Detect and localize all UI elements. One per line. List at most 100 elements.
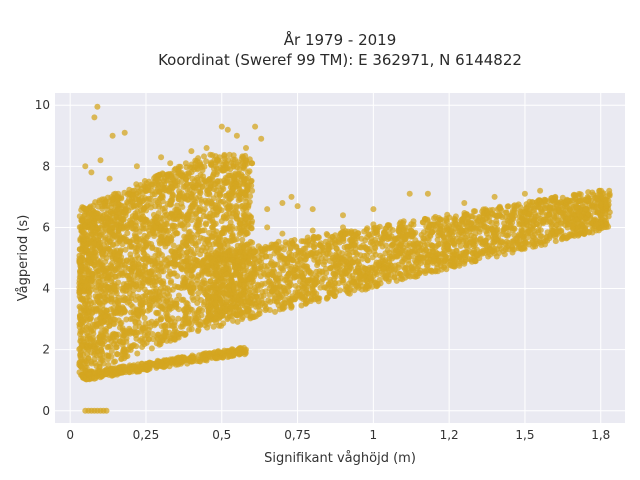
scatter-point <box>336 239 343 246</box>
scatter-point <box>156 171 163 178</box>
scatter-point <box>244 293 250 300</box>
scatter-point <box>425 224 432 231</box>
scatter-point <box>486 245 493 252</box>
scatter-point <box>337 287 343 294</box>
scatter-point <box>124 329 131 336</box>
scatter-point <box>222 306 229 313</box>
scatter-point <box>230 152 237 159</box>
scatter-point <box>211 221 218 228</box>
scatter-point <box>144 202 151 209</box>
scatter-point <box>493 218 500 225</box>
scatter-point <box>114 193 121 200</box>
scatter-point <box>437 254 444 260</box>
scatter-point <box>81 230 88 237</box>
scatter-point <box>208 287 215 294</box>
scatter-point <box>372 245 379 252</box>
scatter-point <box>142 216 148 223</box>
scatter-point <box>232 208 239 215</box>
scatter-point <box>111 321 117 328</box>
scatter-point <box>331 256 338 263</box>
scatter-point <box>397 224 404 230</box>
scatter-point <box>173 173 180 180</box>
scatter-point <box>189 240 196 247</box>
scatter-point <box>264 263 271 269</box>
scatter-point <box>181 332 188 338</box>
scatter-point <box>227 219 234 226</box>
scatter-point <box>191 184 198 191</box>
scatter-point <box>167 260 174 267</box>
scatter-point <box>255 282 262 289</box>
scatter-point <box>231 310 238 317</box>
scatter-point <box>263 253 270 260</box>
scatter-point <box>98 331 105 338</box>
scatter-point <box>167 184 174 191</box>
scatter-point <box>178 178 185 185</box>
scatter-point <box>420 229 427 236</box>
scatter-point <box>204 294 211 301</box>
scatter-point <box>160 301 167 308</box>
scatter-point <box>145 336 152 343</box>
scatter-point <box>103 352 110 359</box>
scatter-point <box>294 292 301 299</box>
scatter-point <box>256 298 262 305</box>
scatter-point <box>152 260 159 267</box>
scatter-point <box>479 250 486 257</box>
scatter-point <box>343 263 350 270</box>
scatter-point <box>132 332 139 339</box>
scatter-point <box>310 290 317 297</box>
scatter-point <box>419 246 425 252</box>
scatter-point <box>292 266 299 273</box>
scatter-point <box>545 198 552 205</box>
scatter-point <box>500 226 507 233</box>
scatter-point <box>197 251 204 258</box>
scatter-point <box>204 324 211 331</box>
scatter-point <box>521 245 528 252</box>
scatter-point <box>204 191 211 197</box>
scatter-point <box>462 220 469 227</box>
scatter-point <box>227 252 234 259</box>
scatter-point <box>260 270 267 276</box>
scatter-point <box>142 324 149 331</box>
scatter-point <box>554 228 561 235</box>
scatter-point <box>223 286 230 293</box>
scatter-point <box>346 290 353 297</box>
scatter-point <box>321 284 328 291</box>
scatter-point <box>110 359 117 365</box>
scatter-point <box>209 152 216 159</box>
scatter-point <box>221 153 228 159</box>
scatter-point <box>222 193 229 199</box>
scatter-point <box>442 253 449 260</box>
scatter-point <box>240 263 247 270</box>
scatter-point <box>313 296 320 302</box>
scatter-point <box>358 283 365 290</box>
scatter-point <box>208 233 215 239</box>
scatter-point <box>92 199 99 206</box>
scatter-point <box>222 236 228 243</box>
scatter-point <box>115 317 122 324</box>
scatter-point <box>203 221 209 228</box>
scatter-point <box>249 266 256 273</box>
scatter-point <box>468 213 475 220</box>
scatter-point <box>265 272 272 278</box>
scatter-point <box>356 270 363 277</box>
scatter-point <box>198 297 204 303</box>
scatter-point <box>480 210 487 217</box>
scatter-point <box>171 332 178 339</box>
scatter-point <box>230 317 236 324</box>
scatter-point <box>170 242 177 249</box>
scatter-point <box>222 265 229 272</box>
scatter-point <box>149 331 156 337</box>
scatter-point <box>204 318 210 324</box>
scatter-point <box>210 323 217 330</box>
scatter-point <box>472 258 479 265</box>
scatter-point <box>241 253 248 260</box>
scatter-point <box>325 246 332 253</box>
scatter-point <box>155 331 162 338</box>
scatter-point <box>141 286 148 293</box>
scatter-point <box>113 286 120 293</box>
scatter-point <box>553 221 560 228</box>
scatter-point <box>200 235 207 242</box>
scatter-point <box>191 256 198 263</box>
scatter-point <box>140 262 147 269</box>
